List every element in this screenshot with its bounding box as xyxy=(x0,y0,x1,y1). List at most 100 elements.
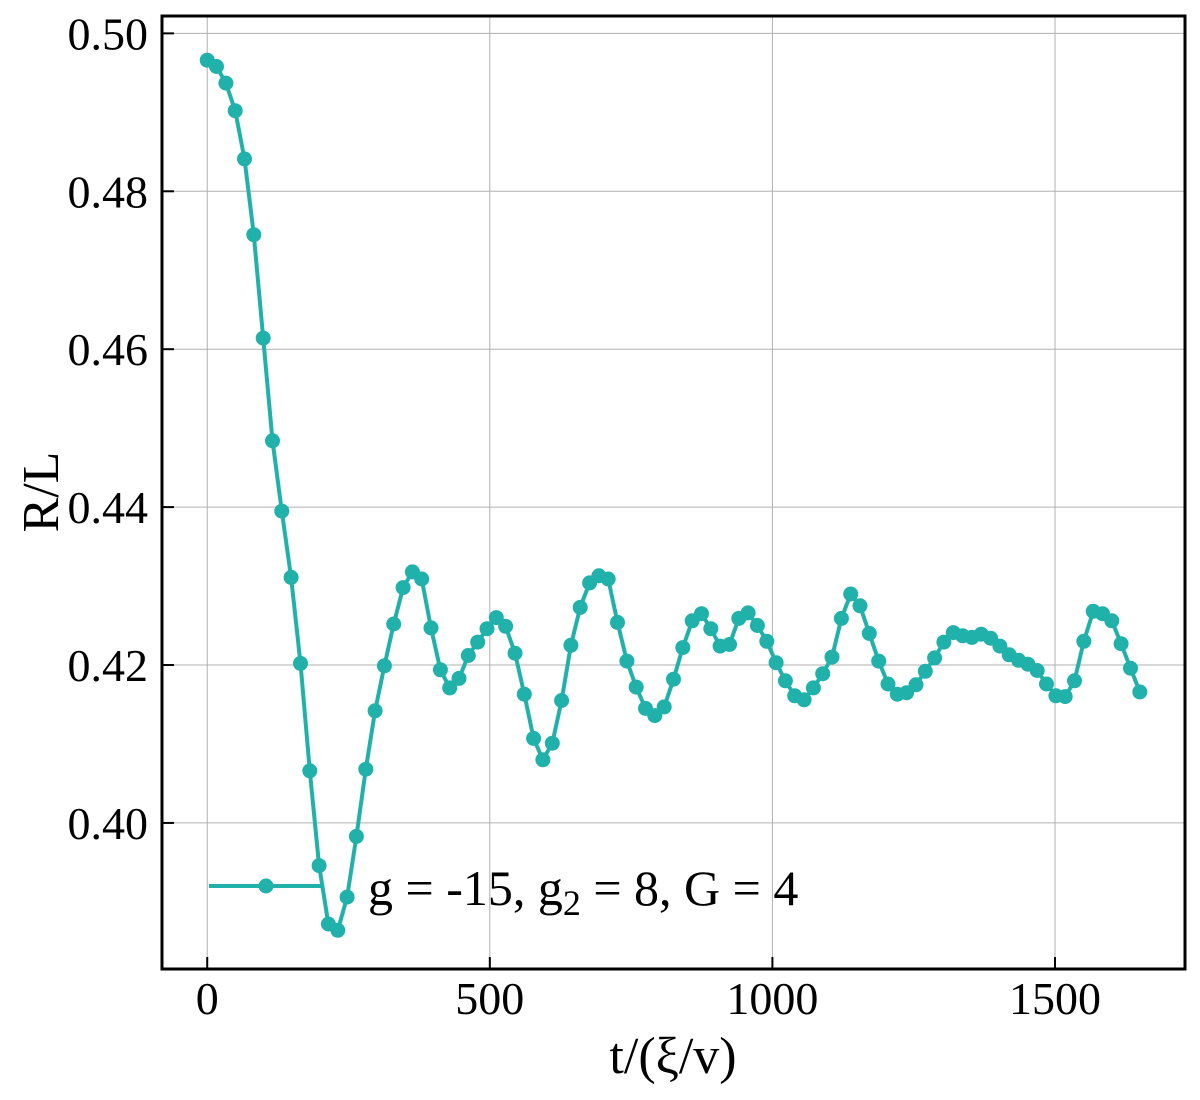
data-point xyxy=(293,655,308,671)
data-point xyxy=(348,828,364,844)
legend-label-main: g = -15, g xyxy=(368,860,563,916)
data-point xyxy=(805,680,821,696)
data-point xyxy=(852,598,868,614)
data-point xyxy=(1076,633,1092,649)
data-point xyxy=(656,699,672,715)
data-point xyxy=(843,586,859,602)
data-point xyxy=(675,640,691,656)
data-point xyxy=(777,673,793,689)
data-point xyxy=(246,227,262,243)
data-point xyxy=(460,648,476,663)
data-point xyxy=(227,103,243,119)
data-point xyxy=(479,621,495,637)
data-point xyxy=(917,663,933,679)
data-point xyxy=(908,677,924,693)
data-point xyxy=(330,922,346,938)
plot-frame xyxy=(160,14,1187,971)
data-point xyxy=(666,671,681,687)
data-point xyxy=(694,606,709,622)
data-point xyxy=(1057,689,1073,705)
y-tick-label: 0.48 xyxy=(68,166,149,217)
data-point xyxy=(451,670,467,686)
data-point xyxy=(414,571,430,587)
data-point xyxy=(1113,636,1129,652)
data-point xyxy=(237,151,252,167)
x-tick-label: 0 xyxy=(196,973,219,1024)
y-tick-label: 0.50 xyxy=(68,8,149,59)
data-point xyxy=(936,634,952,650)
data-point xyxy=(302,763,318,779)
grid xyxy=(162,16,1185,969)
data-point xyxy=(796,692,812,708)
data-point xyxy=(218,75,234,91)
y-tick-label: 0.40 xyxy=(68,798,149,849)
data-point xyxy=(209,59,224,74)
data-point xyxy=(423,620,439,636)
data-point xyxy=(339,889,355,905)
data-point xyxy=(1067,673,1082,689)
data-point xyxy=(432,662,448,678)
y-tick-label: 0.42 xyxy=(68,640,149,691)
data-point xyxy=(386,616,402,632)
data-point xyxy=(470,634,486,650)
series-line xyxy=(206,58,1142,933)
data-point xyxy=(358,761,374,777)
ticks: 0 500 1000 1500 0.40 0.42 0.44 0.46 0.48 0.50 xyxy=(68,8,1102,1024)
legend-label: g = -15, g2 = 8, G = 4 xyxy=(368,860,798,923)
data-point xyxy=(526,730,542,746)
data-point xyxy=(563,637,579,653)
data-point xyxy=(1123,660,1138,676)
data-point xyxy=(871,653,887,669)
data-point xyxy=(498,618,514,634)
x-tick-label: 1000 xyxy=(726,973,818,1024)
data-point xyxy=(610,614,625,630)
data-point xyxy=(1039,676,1054,692)
data-point xyxy=(722,637,737,652)
data-point xyxy=(768,655,784,671)
legend: g = -15, g2 = 8, G = 4 xyxy=(209,860,798,923)
data-point xyxy=(628,679,644,695)
data-point xyxy=(740,605,756,621)
data-point xyxy=(395,580,411,596)
data-point xyxy=(1132,684,1148,700)
legend-label-rest: = 8, G = 4 xyxy=(581,860,799,916)
y-tick-label: 0.46 xyxy=(68,324,149,375)
data-point xyxy=(572,599,588,615)
data-point xyxy=(927,650,943,666)
legend-marker xyxy=(258,878,274,894)
data-point xyxy=(516,686,532,702)
x-tick-label: 1500 xyxy=(1009,973,1101,1024)
data-point xyxy=(703,621,719,637)
data-point xyxy=(274,503,290,519)
data-point xyxy=(619,653,635,669)
data-point xyxy=(759,633,775,649)
data-point xyxy=(311,858,327,874)
data-point xyxy=(880,676,896,692)
data-point xyxy=(554,693,570,708)
data-point xyxy=(600,571,616,587)
x-tick-label: 500 xyxy=(455,973,524,1024)
data-point xyxy=(442,680,458,696)
data-point xyxy=(283,569,299,585)
data-point xyxy=(1029,663,1045,678)
data-point xyxy=(367,703,383,719)
data-point xyxy=(376,658,392,674)
data-point xyxy=(255,330,271,346)
data-point xyxy=(647,708,663,724)
series-layer xyxy=(199,52,1148,938)
x-axis-label: t/(ξ/v) xyxy=(609,1028,736,1085)
data-point xyxy=(1104,613,1120,629)
y-axis-label: R/L xyxy=(13,452,70,533)
data-point xyxy=(861,625,877,641)
data-point xyxy=(815,666,831,682)
data-point xyxy=(833,610,849,626)
y-tick-label: 0.44 xyxy=(68,482,149,533)
legend-label-sub: 2 xyxy=(563,883,581,923)
data-point xyxy=(535,752,551,768)
data-point xyxy=(507,645,523,661)
data-point xyxy=(544,735,560,751)
data-point xyxy=(824,649,840,665)
data-point xyxy=(265,433,280,449)
data-point xyxy=(749,618,765,633)
